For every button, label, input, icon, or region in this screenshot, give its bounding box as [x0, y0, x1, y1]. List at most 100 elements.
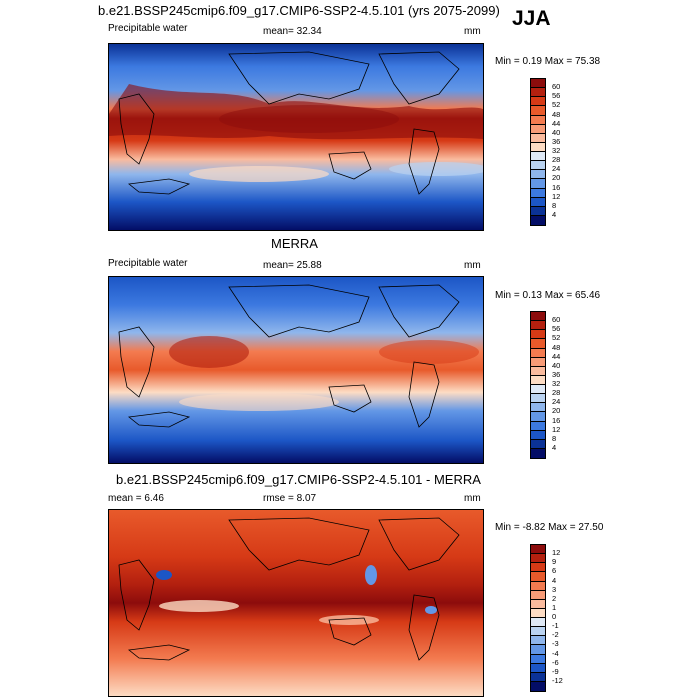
colorbar-label: 60 — [552, 315, 561, 325]
colorbar-label: 44 — [552, 118, 561, 128]
colorbar-label: 2 — [552, 593, 557, 603]
colorbar-bin — [531, 403, 545, 413]
colorbar-label: 4 — [552, 575, 557, 585]
colorbar-bin — [531, 115, 545, 125]
colorbar-bin — [531, 152, 545, 162]
colorbar-bin — [531, 554, 545, 564]
colorbar-bin — [531, 133, 545, 143]
colorbar-bin — [531, 161, 545, 171]
colorbar-label: 36 — [552, 369, 561, 379]
panel1-variable-label: Precipitable water — [108, 23, 188, 34]
colorbar-label: -4 — [552, 648, 559, 658]
colorbar-label: 12 — [552, 191, 561, 201]
colorbar-bin — [531, 312, 545, 322]
colorbar-bin — [531, 366, 545, 376]
colorbar-bin — [531, 106, 545, 116]
colorbar-label: 24 — [552, 164, 561, 174]
panel2-variable-label: Precipitable water — [108, 258, 188, 269]
colorbar-label: -6 — [552, 657, 559, 667]
panel1-colorbar-labels: 60 56 52 48 44 40 36 32 28 24 20 16 12 8… — [552, 78, 582, 224]
colorbar-label: -1 — [552, 621, 559, 631]
colorbar-label: 9 — [552, 557, 557, 567]
panel1-units: mm — [464, 26, 481, 37]
panel3-colorbar — [530, 544, 546, 692]
colorbar-label: 48 — [552, 342, 561, 352]
colorbar-bin — [531, 545, 545, 555]
panel3-minmax: Min = -8.82 Max = 27.50 — [495, 522, 604, 533]
colorbar-bin — [531, 88, 545, 98]
colorbar-label: -12 — [552, 675, 563, 685]
colorbar-label: 12 — [552, 424, 561, 434]
panel3-rmse-text: rmse = 8.07 — [263, 493, 317, 504]
colorbar-bin — [531, 179, 545, 189]
colorbar-label: 56 — [552, 91, 561, 101]
colorbar-bin — [531, 357, 545, 367]
colorbar-bin — [531, 672, 545, 682]
colorbar-bin — [531, 321, 545, 331]
colorbar-label: 24 — [552, 397, 561, 407]
colorbar-bin — [531, 645, 545, 655]
colorbar-label: 56 — [552, 324, 561, 334]
colorbar-bin — [531, 636, 545, 646]
panel1-map — [108, 43, 484, 231]
colorbar-bin — [531, 439, 545, 449]
colorbar-bin — [531, 421, 545, 431]
panel2-units: mm — [464, 260, 481, 271]
colorbar-bin — [531, 375, 545, 385]
colorbar-label: 32 — [552, 379, 561, 388]
colorbar-label: -9 — [552, 666, 559, 676]
panel2-map — [108, 276, 484, 464]
panel3-map — [108, 509, 484, 697]
colorbar-label: 40 — [552, 360, 561, 370]
colorbar-bin — [531, 618, 545, 628]
colorbar-label: -3 — [552, 639, 559, 649]
colorbar-label: 4 — [552, 209, 557, 219]
colorbar-bin — [531, 590, 545, 600]
colorbar-label: 28 — [552, 155, 561, 165]
colorbar-label: 44 — [552, 351, 561, 361]
colorbar-bin — [531, 430, 545, 440]
colorbar-bin — [531, 581, 545, 591]
panel2-minmax: Min = 0.13 Max = 65.46 — [495, 290, 601, 301]
colorbar-bin — [531, 206, 545, 216]
colorbar-label: 12 — [552, 548, 561, 558]
colorbar-label: 6 — [552, 566, 557, 576]
colorbar-label: 4 — [552, 442, 557, 452]
panel3-mean-text: mean = 6.46 — [108, 493, 164, 504]
panel3-title: b.e21.BSSP245cmip6.f09_g17.CMIP6-SSP2-4.… — [116, 472, 481, 487]
panel1-title: b.e21.BSSP245cmip6.f09_g17.CMIP6-SSP2-4.… — [98, 3, 500, 18]
panel1-mean-text: mean= 32.34 — [263, 26, 322, 37]
colorbar-bin — [531, 215, 545, 225]
colorbar-bin — [531, 654, 545, 664]
panel2-colorbar-labels: 60 56 52 48 44 40 36 32 28 24 20 16 12 8… — [552, 311, 582, 457]
panel2-colorbar — [530, 311, 546, 459]
colorbar-label: 1 — [552, 602, 557, 612]
colorbar-bin — [531, 385, 545, 395]
colorbar-label: 16 — [552, 182, 561, 192]
colorbar-bin — [531, 339, 545, 349]
colorbar-bin — [531, 124, 545, 134]
colorbar-bin — [531, 197, 545, 207]
colorbar-label: 52 — [552, 333, 561, 343]
colorbar-label: 8 — [552, 433, 557, 443]
panel3-colorbar-labels: 12 9 6 4 3 2 1 0 -1 -2 -3 -4 -6 -9 -12 — [552, 544, 582, 690]
colorbar-label: 16 — [552, 415, 561, 425]
panel1-colorbar — [530, 78, 546, 226]
colorbar-bin — [531, 348, 545, 358]
colorbar-label: 40 — [552, 127, 561, 137]
colorbar-label: 20 — [552, 173, 561, 183]
colorbar-label: 32 — [552, 146, 561, 155]
colorbar-label: 60 — [552, 82, 561, 92]
panel3-units: mm — [464, 493, 481, 504]
colorbar-label: 20 — [552, 406, 561, 416]
colorbar-label: -2 — [552, 630, 559, 640]
colorbar-label: 28 — [552, 388, 561, 398]
colorbar-label: 3 — [552, 584, 557, 594]
colorbar-bin — [531, 79, 545, 89]
colorbar-bin — [531, 448, 545, 458]
panel2-title: MERRA — [271, 236, 318, 251]
colorbar-bin — [531, 330, 545, 340]
colorbar-label: 0 — [552, 612, 557, 621]
colorbar-bin — [531, 572, 545, 582]
colorbar-bin — [531, 663, 545, 673]
